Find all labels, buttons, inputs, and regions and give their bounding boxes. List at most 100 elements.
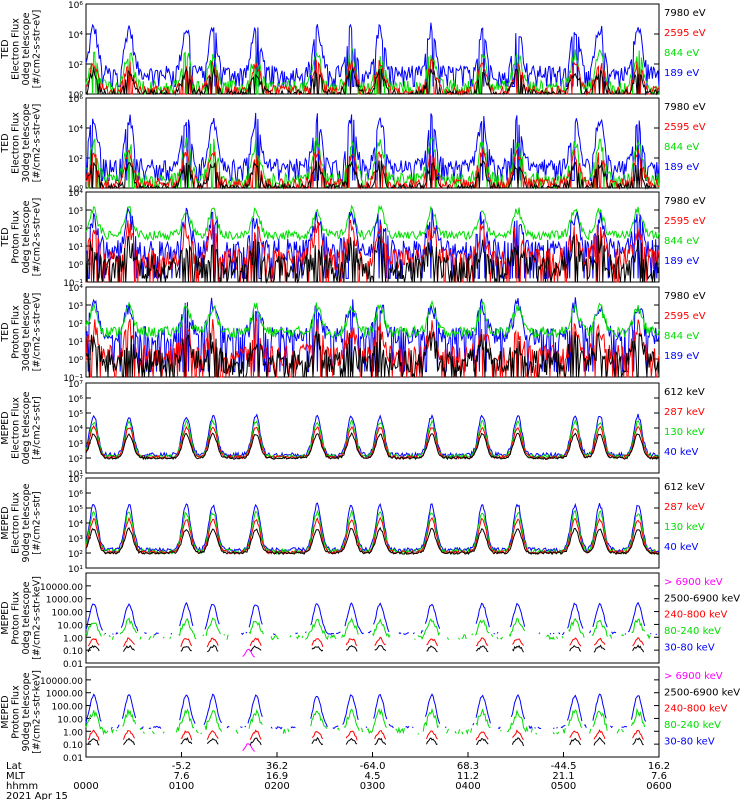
legend-entry: 844 eV (664, 236, 699, 247)
y-axis-label: TED Proton Flux 0deg telescope [#/cm2-s-str… (0, 198, 43, 277)
y-axis-label: MEPED Electron Flux 0deg telescope [#/cm2-s… (0, 391, 43, 464)
y-axis-label: MEPED Electron Flux 90deg telescope [#/cm2-… (0, 483, 43, 562)
y-axis-label-line: TED (0, 39, 11, 59)
y-axis-label-line: MEPED (0, 506, 11, 539)
y-tick-label: 10² (68, 455, 83, 465)
legend-entry: 80-240 keV (664, 626, 721, 637)
y-axis-label-line: Electron Flux (11, 18, 22, 80)
y-tick-label: 10⁶ (68, 1, 83, 11)
y-tick-label: 1000.00 (46, 596, 83, 606)
legend-entry: 7980 eV (664, 196, 706, 207)
x-tick-time: 0600 (646, 781, 671, 792)
x-tick-lat: 68.3 (457, 761, 479, 772)
y-axis-label-line: MEPED (0, 411, 11, 444)
legend-entry: 80-240 keV (664, 720, 721, 731)
series-80-240-kev (86, 618, 654, 640)
y-axis-label-line: Electron Flux (11, 492, 22, 554)
y-tick-label: 10000.00 (40, 583, 83, 593)
y-tick-label: 10⁴ (68, 284, 83, 294)
x-tick-lat: -44.5 (551, 761, 577, 772)
series-844-ev (85, 204, 660, 242)
y-axis-label: TED Proton Flux 30deg telescope [#/cm2-s-st… (0, 292, 43, 371)
y-tick-label: 10⁴ (68, 125, 83, 135)
legend-entry: > 6900 keV (664, 577, 723, 588)
y-axis-label-line: [#/cm2-s-str-keV] (32, 576, 43, 660)
y-axis-label-line: [#/cm2-s-str-eV] (32, 293, 43, 372)
series-189-ev (85, 297, 660, 373)
legend-entry: 30-80 keV (664, 642, 715, 653)
panel-3: 10⁻¹ 10⁰ 10¹ 10² 10³ 10⁴ TED Proton Flux 0deg te… (0, 189, 706, 289)
series-7980-ev (85, 67, 660, 96)
legend-entry: 240-800 keV (664, 704, 728, 715)
y-tick-label: 1.00 (63, 634, 83, 644)
panel-frame (85, 572, 660, 664)
series-7980-ev (85, 330, 660, 378)
x-tick-mlt: 21.1 (552, 771, 574, 782)
series-287-kev (85, 424, 660, 460)
x-tick-lat: 16.2 (648, 761, 670, 772)
y-tick-label: 10¹ (68, 338, 83, 348)
panel-8: 0.010.101.0010.00100.001000.0010000.00ME… (0, 666, 740, 764)
series-7980-ev (85, 233, 660, 284)
y-tick-label: 10⁴ (68, 31, 83, 41)
y-axis-label: TED Electron Flux 30deg telescope [#/cm2-s-… (0, 103, 43, 182)
y-axis-label-line: Electron Flux (11, 112, 22, 174)
x-tick-time: 0000 (73, 781, 98, 792)
panel-6: 10¹ 10² 10³ 10⁴ 10⁵ 10⁶ 10⁷ MEPED Electron Flux 9… (0, 475, 705, 575)
y-tick-label: 10³ (68, 207, 83, 217)
x-tick-mlt: 7.6 (651, 771, 667, 782)
legend-entry: 7980 eV (664, 8, 706, 19)
legend-entry: 7980 eV (664, 291, 706, 302)
y-tick-label: 10⁶ (68, 95, 83, 105)
y-axis-label-line: 0deg telescope (21, 12, 32, 85)
x-tick-time: 0200 (264, 781, 289, 792)
y-tick-label: 10⁰ (68, 261, 83, 271)
series-7980-ev (85, 159, 659, 190)
legend-entry: 612 keV (664, 387, 705, 398)
y-tick-label: 0.01 (63, 660, 83, 670)
y-axis-label-line: 0deg telescope (21, 391, 32, 464)
y-tick-label: 10⁵ (68, 410, 83, 420)
x-tick-mlt: 4.5 (365, 771, 381, 782)
y-axis-label-line: Proton Flux (11, 685, 22, 739)
legend-entry: 612 keV (664, 482, 705, 493)
y-tick-label: 10000.00 (40, 677, 83, 687)
y-axis-label-line: [#/cm2-s-str] (32, 491, 43, 554)
y-tick-label: 10² (68, 320, 83, 330)
y-tick-label: 10² (68, 61, 83, 71)
series-2500-6900-kev (87, 644, 645, 653)
y-axis-label-line: TED (0, 133, 11, 153)
y-tick-label: 10² (68, 550, 83, 560)
legend-entry: 844 eV (664, 142, 699, 153)
legend-entry: 7980 eV (664, 102, 706, 113)
y-axis-label-line: [#/cm2-s-str] (32, 396, 43, 459)
y-tick-label: 10⁴ (68, 189, 83, 199)
y-tick-label: 0.10 (63, 647, 83, 657)
y-axis-label-line: TED (0, 322, 11, 342)
y-tick-label: 10⁰ (68, 185, 83, 195)
panel-frame (85, 97, 660, 189)
series-80-240-kev (86, 709, 656, 734)
panel-1: 10⁰ 10² 10⁴ 10⁶ TED Electron Flux 0deg telesco… (0, 1, 706, 101)
x-axis: 0000-5.27.6010036.216.90200-64.04.503006… (6, 752, 672, 800)
y-axis-label-line: MEPED (0, 695, 11, 728)
y-axis-label-line: Proton Flux (11, 305, 22, 359)
y-axis-label-line: [#/cm2-s-str-eV] (32, 104, 43, 183)
legend-entry: 2595 eV (664, 28, 706, 39)
y-tick-label: 0.10 (63, 741, 83, 751)
legend-entry: 30-80 keV (664, 736, 715, 747)
panel-frame (85, 191, 660, 283)
panel-2: 10⁰ 10² 10⁴ 10⁶ TED Electron Flux 30deg telesc… (0, 95, 706, 195)
x-tick-time: 0100 (169, 781, 194, 792)
legend-entry: 40 keV (664, 447, 698, 458)
x-tick-mlt: 11.2 (457, 771, 479, 782)
panel-4: 10⁻¹ 10⁰ 10¹ 10² 10³ 10⁴ TED Proton Flux 30deg t… (0, 284, 706, 384)
legend-entry: 40 keV (664, 542, 698, 553)
y-axis-label-line: [#/cm2-s-str-eV] (32, 198, 43, 277)
panel-frame (85, 3, 660, 95)
y-tick-label: 10⁻¹ (63, 374, 83, 384)
y-tick-label: 10⁴ (68, 520, 83, 530)
legend-entry: 189 eV (664, 162, 699, 173)
panel-5: 10¹ 10² 10³ 10⁴ 10⁵ 10⁶ 10⁷ MEPED Electron Flux 0… (0, 380, 705, 480)
